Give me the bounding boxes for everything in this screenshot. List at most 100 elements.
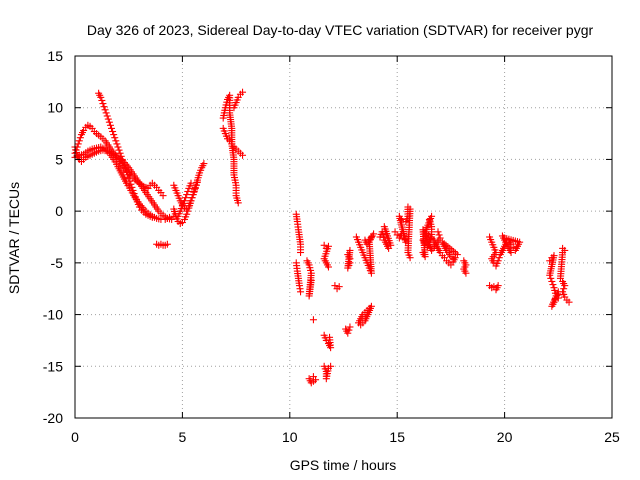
data-point [565,298,573,306]
data-point [239,88,247,96]
data-point [102,109,110,117]
data-point [307,276,315,284]
data-point [324,263,332,271]
data-point [105,118,113,126]
data-point [309,373,317,381]
data-point [344,329,352,337]
y-tick-label: 0 [55,203,63,219]
data-point [113,140,121,148]
data-point [115,146,123,154]
data-point [114,143,122,151]
data-point [98,96,106,104]
data-point [188,194,196,202]
grid [75,56,612,418]
data-point [130,190,138,198]
data-point [128,183,136,191]
data-point [126,177,134,185]
data-point [103,112,111,120]
data-point [76,134,84,142]
y-tick-labels: -20 -15 -10 -5 0 5 10 15 [43,48,63,426]
data-point [561,282,569,290]
data-point [335,283,343,291]
data-point [183,191,191,199]
x-tick-label: 5 [179,429,187,445]
data-point [554,294,562,302]
x-tick-labels: 0 5 10 15 20 25 [71,429,620,445]
data-point [426,233,434,241]
data-point [297,249,305,257]
x-tick-label: 0 [71,429,79,445]
data-point [494,282,502,290]
plot-frame [74,55,613,419]
y-tick-label: 10 [47,100,63,116]
data-point [109,128,117,136]
data-point [117,152,125,160]
data-point [346,323,354,331]
y-axis-label: SDTVAR / TECUs [6,182,22,294]
data-point [125,174,133,182]
data-point [234,199,242,207]
data-point [101,106,109,114]
data-point [239,151,247,159]
data-point [200,160,208,168]
y-tick-label: -20 [43,410,63,426]
x-axis-label: GPS time / hours [290,457,397,473]
data-point [382,230,390,238]
data-point [187,179,195,187]
data-point [192,181,200,189]
data-point [119,159,127,167]
data-point [108,124,116,132]
data-point [462,269,470,277]
data-point [124,171,132,179]
data-point [112,137,120,145]
data-point [182,194,190,202]
data-point [120,162,128,170]
data-point [549,281,557,289]
data-point [166,213,174,221]
axis-ticks [74,55,613,419]
x-tick-label: 20 [497,429,513,445]
data-point [449,255,457,263]
data-point [436,234,444,242]
data-point [494,257,502,265]
data-point [346,246,354,254]
data-point [309,316,317,324]
data-point [187,197,195,205]
data-point [116,149,124,157]
data-point [297,288,305,296]
data-point [193,178,201,186]
data-point [190,187,198,195]
data-point [148,213,156,221]
data-point [75,137,83,145]
chart-title: Day 326 of 2023, Sidereal Day-to-day VTE… [87,22,594,38]
data-point [104,115,112,123]
data-point [110,131,118,139]
data-point [184,187,192,195]
data-point [74,140,82,148]
data-point [357,321,365,329]
data-point [345,326,353,334]
data-point [495,254,503,262]
data-point [100,103,108,111]
data-point [326,333,334,341]
data-points [71,88,573,387]
y-tick-label: 5 [55,151,63,167]
x-tick-label: 15 [389,429,405,445]
y-tick-label: -5 [51,255,64,271]
data-point [327,362,335,370]
data-point [99,100,107,108]
data-point [111,134,119,142]
x-tick-label: 25 [604,429,620,445]
data-point [361,236,369,244]
data-point [163,240,171,248]
data-point [547,274,555,282]
y-tick-label: 15 [47,48,63,64]
data-point [159,192,167,200]
x-tick-label: 10 [282,429,298,445]
data-point [123,168,131,176]
data-point [191,184,199,192]
data-point [434,228,442,236]
data-point [72,146,80,154]
data-point [97,93,105,101]
